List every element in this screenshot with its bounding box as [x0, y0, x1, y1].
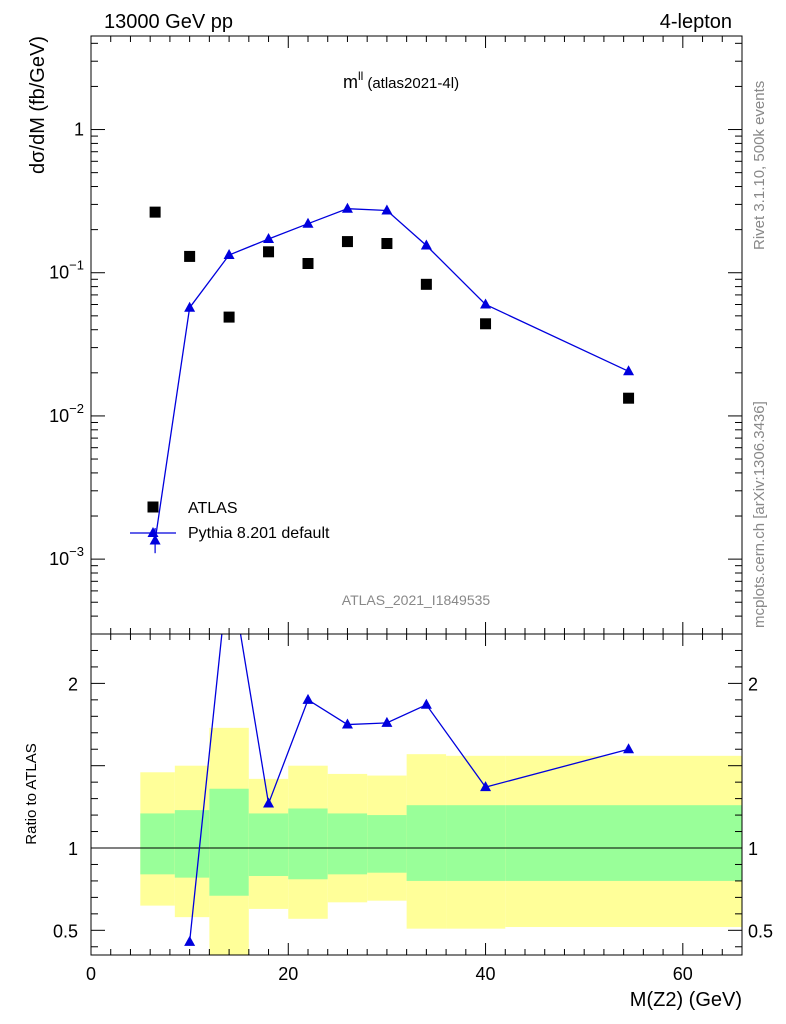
ratio-y-tick-label-left: 1 — [68, 839, 78, 859]
pythia-point — [341, 202, 353, 213]
ratio-y-tick-label-left: 0.5 — [53, 921, 78, 941]
ratio-point — [480, 781, 492, 792]
ratio-point — [184, 935, 196, 946]
legend-pythia-marker — [147, 527, 159, 537]
atlas-point — [480, 318, 492, 330]
pythia-point — [149, 534, 161, 545]
ratio-inner-band — [174, 810, 210, 878]
atlas-point — [302, 258, 314, 270]
x-tick-label: 60 — [673, 964, 693, 984]
ratio-y-tick-label-left: 2 — [68, 674, 78, 694]
bottom-panel-frame — [90, 633, 743, 956]
ratio-inner-band — [209, 788, 249, 896]
atlas-point — [381, 238, 393, 250]
x-tick-label: 20 — [278, 964, 298, 984]
ratio-point — [420, 698, 432, 709]
x-tick-label: 40 — [476, 964, 496, 984]
ratio-inner-band — [505, 805, 742, 881]
atlas-point — [223, 311, 235, 323]
rivet-version-label: Rivet 3.1.10, 500k events — [751, 81, 768, 250]
y-tick-label: 1 — [74, 120, 84, 140]
plot-title-sup: ll — [358, 69, 363, 83]
atlas-point — [149, 206, 161, 218]
ratio-point — [263, 797, 275, 808]
atlas-point — [623, 392, 635, 404]
ratio-y-tick-label-right: 2 — [748, 674, 758, 694]
ratio-inner-band — [248, 813, 289, 876]
mcplots-site-label: mcplots.cern.ch [arXiv:1306.3436] — [751, 401, 768, 628]
ratio-point — [341, 718, 353, 729]
analysis-watermark: ATLAS_2021_I1849535 — [342, 592, 491, 608]
y-tick-label: 10−2 — [49, 401, 84, 426]
pythia-point — [381, 204, 393, 215]
ratio-y-tick-label-right: 1 — [748, 839, 758, 859]
bottom-y-axis-label: Ratio to ATLAS — [23, 743, 40, 844]
legend: ATLAS Pythia 8.201 default — [130, 500, 330, 542]
top-y-axis-label: dσ/dM (fb/GeV) — [27, 36, 49, 174]
ratio-inner-band — [406, 805, 447, 881]
ratio-inner-band — [288, 808, 328, 880]
ratio-inner-band — [140, 813, 175, 875]
top-panel-frame — [90, 35, 743, 635]
plot-title-main: m — [343, 72, 358, 92]
plot-title-sub: (atlas2021-4l) — [367, 75, 459, 92]
atlas-point — [184, 250, 196, 262]
atlas-point — [341, 236, 353, 248]
legend-atlas-marker — [147, 501, 159, 513]
pythia-point — [184, 301, 196, 312]
y-tick-label: 10−1 — [49, 258, 84, 283]
header-right: 4-lepton — [660, 11, 732, 33]
ratio-y-tick-label-right: 0.5 — [748, 921, 773, 941]
atlas-point — [263, 246, 275, 258]
pythia-point — [480, 298, 492, 309]
pythia-point — [623, 365, 635, 376]
ratio-point — [381, 716, 393, 727]
ratio-point — [623, 743, 635, 754]
ratio-inner-band — [367, 815, 407, 873]
ratio-point — [224, 559, 235, 569]
header-left: 13000 GeV pp — [104, 11, 233, 33]
legend-atlas-label: ATLAS — [188, 500, 238, 517]
ratio-inner-band — [446, 805, 506, 881]
ratio-inner-band — [327, 813, 368, 875]
pythia-point — [420, 239, 432, 250]
legend-pythia-label: Pythia 8.201 default — [188, 525, 330, 542]
pythia-point — [263, 233, 275, 244]
pythia-line — [154, 208, 629, 541]
x-axis-label: M(Z2) (GeV) — [630, 989, 742, 1011]
ratio-point — [302, 693, 314, 704]
plot-title: mll (atlas2021-4l) — [343, 69, 459, 92]
x-tick-label: 0 — [86, 964, 96, 984]
y-tick-label: 10−3 — [49, 544, 84, 569]
pythia-point — [223, 248, 235, 259]
atlas-point — [420, 278, 432, 290]
pythia-point — [302, 217, 314, 228]
